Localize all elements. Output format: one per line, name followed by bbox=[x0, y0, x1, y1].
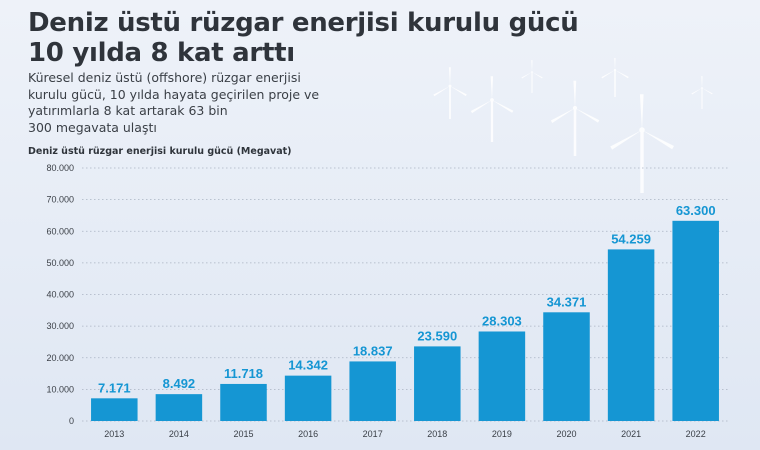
y-tick-label: 50.000 bbox=[46, 258, 74, 268]
x-tick-label: 2016 bbox=[298, 429, 318, 439]
bar-value-label: 28.303 bbox=[482, 313, 522, 328]
y-tick-label: 0 bbox=[69, 416, 74, 426]
subtitle-line-2: kurulu gücü, 10 yılda hayata geçirilen p… bbox=[28, 86, 320, 102]
bar bbox=[284, 375, 332, 421]
x-tick-label: 2013 bbox=[104, 429, 124, 439]
x-tick-label: 2015 bbox=[233, 429, 253, 439]
bar-value-label: 14.342 bbox=[288, 358, 328, 373]
bar bbox=[607, 249, 655, 421]
y-tick-label: 80.000 bbox=[46, 163, 74, 173]
x-tick-label: 2022 bbox=[686, 429, 706, 439]
x-tick-label: 2020 bbox=[556, 429, 576, 439]
bar-value-label: 23.590 bbox=[417, 328, 457, 343]
subtitle-line-3: yatırımlarla 8 kat artarak 63 bin bbox=[28, 103, 228, 118]
y-tick-label: 70.000 bbox=[46, 195, 74, 205]
x-tick-label: 2021 bbox=[621, 429, 641, 439]
y-tick-label: 60.000 bbox=[46, 226, 74, 236]
y-tick-label: 40.000 bbox=[46, 290, 74, 300]
y-tick-label: 30.000 bbox=[46, 321, 74, 331]
chart-title: Deniz üstü rüzgar enerjisi kurulu gücü 1… bbox=[28, 8, 579, 68]
subtitle-line-1: Küresel deniz üstü (offshore) rüzgar ene… bbox=[28, 70, 301, 85]
bar-value-label: 11.718 bbox=[224, 366, 263, 381]
bar bbox=[155, 394, 203, 421]
bar bbox=[349, 361, 396, 421]
bar bbox=[478, 331, 526, 421]
bar-value-label: 63.300 bbox=[676, 203, 716, 218]
bar bbox=[91, 398, 138, 421]
bar-value-label: 8.492 bbox=[163, 376, 196, 391]
x-tick-label: 2018 bbox=[427, 429, 447, 439]
bar bbox=[543, 312, 590, 421]
subtitle-line-4: 300 megavata ulaştı bbox=[28, 119, 157, 135]
bar-value-label: 7.171 bbox=[98, 380, 131, 395]
x-tick-label: 2014 bbox=[169, 429, 189, 439]
bar-value-label: 34.371 bbox=[547, 294, 587, 309]
x-tick-label: 2019 bbox=[492, 429, 512, 439]
bar bbox=[220, 383, 267, 421]
x-tick-label: 2017 bbox=[363, 429, 383, 439]
title-line-1: Deniz üstü rüzgar enerjisi kurulu gücü bbox=[28, 8, 579, 38]
bar-value-label: 54.259 bbox=[611, 231, 651, 246]
chart-subtitle: Küresel deniz üstü (offshore) rüzgar ene… bbox=[28, 70, 388, 136]
y-tick-label: 10.000 bbox=[46, 384, 74, 394]
y-tick-label: 20.000 bbox=[46, 353, 74, 363]
bar-value-label: 18.837 bbox=[353, 343, 393, 358]
bar bbox=[672, 220, 719, 421]
y-axis-title: Deniz üstü rüzgar enerjisi kurulu gücü (… bbox=[28, 146, 292, 157]
bar bbox=[414, 346, 461, 421]
title-line-2: 10 yılda 8 kat arttı bbox=[28, 38, 295, 68]
